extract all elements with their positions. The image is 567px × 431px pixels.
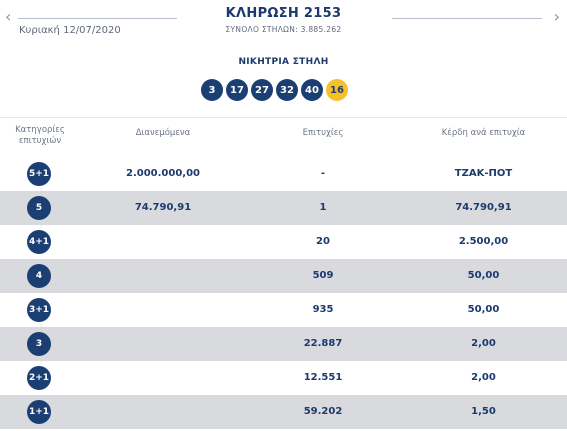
header-prize: Κέρδη ανά επιτυχία (441, 128, 526, 138)
table-row: 4 509 50,00 (0, 259, 567, 293)
category-badge: 4 (27, 264, 51, 288)
number-ball: 32 (276, 79, 298, 101)
draw-header: ‹ Κυριακή 12/07/2020 ΚΛΗΡΩΣΗ 2153 ΣΥΝΟΛΟ… (0, 0, 567, 44)
chevron-left-icon[interactable]: ‹ (5, 7, 12, 26)
table-header: Κατηγορίες επιτυχιών Διανεμόμενα Επιτυχί… (0, 117, 567, 157)
table-row: 1+1 59.202 1,50 (0, 395, 567, 429)
draw-date: Κυριακή 12/07/2020 (19, 25, 121, 36)
winners-value: 12.551 (303, 372, 343, 383)
category-badge: 5 (27, 196, 51, 220)
winners-value: 509 (312, 270, 334, 281)
winning-label: ΝΙΚΗΤΡΙΑ ΣΤΗΛΗ (238, 57, 329, 67)
header-category: Κατηγορίες επιτυχιών (0, 125, 80, 147)
table-row: 2+1 12.551 2,00 (0, 361, 567, 395)
table-row: 3 22.887 2,00 (0, 327, 567, 361)
distributed-value: 2.000.000,00 (125, 168, 201, 179)
divider (18, 18, 177, 19)
total-columns: ΣΥΝΟΛΟ ΣΤΗΛΩΝ: 3.885.262 (225, 25, 342, 34)
distributed-value: 74.790,91 (134, 202, 192, 213)
prize-value: 2,00 (471, 372, 496, 383)
number-ball: 40 (301, 79, 323, 101)
number-ball: 3 (201, 79, 223, 101)
prize-value: 2.500,00 (458, 236, 509, 247)
category-badge: 3+1 (27, 298, 51, 322)
header-winners: Επιτυχίες (302, 128, 344, 138)
draw-title: ΚΛΗΡΩΣΗ 2153 (225, 6, 342, 21)
joker-ball: 16 (326, 79, 348, 101)
table-row: 5+1 2.000.000,00 - ΤΖΑΚ-ΠΟΤ (0, 157, 567, 191)
winners-value: 935 (312, 304, 334, 315)
table-row: 5 74.790,91 1 74.790,91 (0, 191, 567, 225)
winning-numbers: 3 17 27 32 40 16 (201, 79, 348, 101)
header-distributed: Διανεμόμενα (135, 128, 191, 138)
table-row: 4+1 20 2.500,00 (0, 225, 567, 259)
prize-value: 74.790,91 (455, 202, 512, 213)
winners-value: 1 (319, 202, 327, 213)
prize-value: 1,50 (471, 406, 496, 417)
winners-value: 22.887 (303, 338, 343, 349)
category-badge: 4+1 (27, 230, 51, 254)
number-ball: 17 (226, 79, 248, 101)
winners-value: 20 (316, 236, 330, 247)
number-ball: 27 (251, 79, 273, 101)
category-badge: 3 (27, 332, 51, 356)
prize-value: 50,00 (467, 270, 500, 281)
table-row: 3+1 935 50,00 (0, 293, 567, 327)
category-badge: 5+1 (27, 162, 51, 186)
prize-value: ΤΖΑΚ-ΠΟΤ (454, 168, 513, 179)
winners-value: - (320, 168, 326, 179)
category-badge: 2+1 (27, 366, 51, 390)
category-badge: 1+1 (27, 400, 51, 424)
results-table: Κατηγορίες επιτυχιών Διανεμόμενα Επιτυχί… (0, 117, 567, 429)
prize-value: 2,00 (471, 338, 496, 349)
prize-value: 50,00 (467, 304, 500, 315)
winning-column: ΝΙΚΗΤΡΙΑ ΣΤΗΛΗ 3 17 27 32 40 16 (0, 44, 567, 114)
header-category-line2: επιτυχιών (18, 136, 62, 146)
header-category-line1: Κατηγορίες (15, 125, 65, 135)
winners-value: 59.202 (303, 406, 343, 417)
chevron-right-icon[interactable]: › (553, 7, 560, 26)
divider (392, 18, 542, 19)
